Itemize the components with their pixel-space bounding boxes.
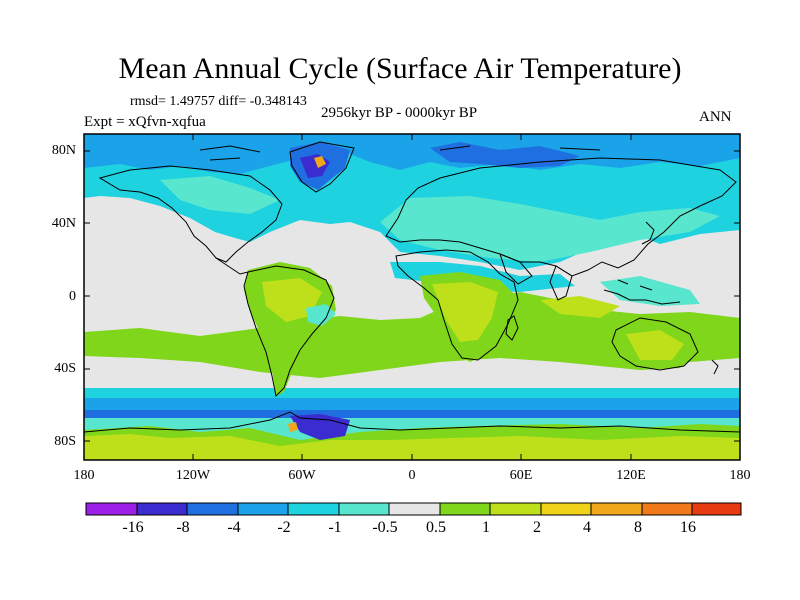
colorbar-box — [389, 503, 440, 515]
coast-arctic-islands — [199, 145, 601, 161]
coast-eurasia — [385, 157, 737, 277]
coast-arabia — [499, 253, 533, 285]
colorbar-label: -8 — [176, 519, 190, 536]
colorbar-box — [137, 503, 187, 515]
colorbar-label: 8 — [634, 519, 642, 536]
colorbar-label: 1 — [482, 519, 490, 536]
coast-japan — [641, 221, 655, 245]
colorbar-label: -2 — [277, 519, 291, 536]
x-tick-label: 120E — [616, 468, 646, 483]
coast-south-america — [243, 265, 335, 398]
colorbar-box — [86, 503, 137, 515]
colorbar-label: 0.5 — [426, 519, 446, 536]
field-so-sky — [84, 398, 740, 412]
coast-antarctica — [84, 411, 740, 433]
coast-central-america — [215, 257, 249, 275]
axis-ticks — [83, 134, 741, 460]
period-line: 2956kyr BP - 0000kyr BP — [321, 105, 478, 121]
colorbar-box — [440, 503, 490, 515]
field-so-blue — [84, 410, 740, 420]
coast-greenland — [289, 141, 355, 193]
field-indo-cyan — [600, 276, 700, 306]
colorbar-box — [591, 503, 642, 515]
x-tick-label: 120W — [175, 468, 211, 483]
colorbar-label: -0.5 — [372, 519, 398, 536]
field-africa-yg — [432, 282, 498, 342]
colorbar-label: 4 — [583, 519, 591, 536]
coast-north-america — [98, 165, 283, 263]
colorbar-box — [541, 503, 591, 515]
colorbar-label: -16 — [122, 519, 144, 536]
colorbar-box — [642, 503, 692, 515]
season-label: ANN — [699, 109, 732, 125]
coast-new-zealand — [711, 359, 719, 375]
colorbar-frame — [85, 502, 742, 516]
colorbar-box — [238, 503, 288, 515]
colorbar-label: -1 — [328, 519, 342, 536]
colorbar-box — [339, 503, 389, 515]
coast-australia — [611, 317, 699, 371]
coast-india — [549, 265, 573, 301]
coastlines — [84, 141, 740, 433]
field-orange-spot — [314, 156, 326, 168]
field-arctic-sky — [84, 134, 740, 174]
x-tick-label: 180 — [73, 468, 95, 483]
field-orange-spot-s — [288, 422, 298, 432]
colorbar — [85, 502, 742, 516]
y-tick-label: 0 — [69, 289, 76, 304]
y-tick-label: 80S — [54, 434, 76, 449]
field-antarctic-yellow — [84, 434, 740, 460]
field-samerica-cyan — [306, 304, 336, 326]
colorbar-label: -4 — [227, 519, 241, 536]
colorbar-label: 2 — [533, 519, 541, 536]
field-cyan-patch — [160, 176, 280, 214]
experiment-line: Expt = xQfvn-xqfua — [84, 114, 206, 130]
colorbar-box — [288, 503, 339, 515]
field-so-cyan — [84, 388, 740, 400]
field-australia-yg — [626, 330, 684, 360]
coast-africa — [395, 249, 519, 361]
x-tick-label: 60W — [288, 468, 316, 483]
x-tick-label: 0 — [408, 468, 416, 483]
colorbar-box — [490, 503, 541, 515]
coast-madagascar — [505, 315, 519, 341]
field-south-yg — [540, 296, 620, 318]
stats-line: rmsd= 1.49757 diff= -0.348143 — [130, 94, 307, 109]
chart-title: Mean Annual Cycle (Surface Air Temperatu… — [118, 52, 682, 85]
field-light-cyan — [380, 196, 720, 262]
field-weddell-dark — [290, 414, 350, 440]
y-tick-label: 40N — [51, 216, 76, 231]
y-tick-label: 40S — [54, 361, 76, 376]
colorbar-label: 16 — [680, 519, 696, 536]
coast-indonesia — [603, 279, 681, 305]
x-tick-label: 180 — [729, 468, 751, 483]
anomaly-field — [84, 134, 740, 460]
x-tick-label: 60E — [509, 468, 533, 483]
y-tick-label: 80N — [51, 143, 76, 158]
colorbar-box — [692, 503, 741, 515]
colorbar-box — [187, 503, 238, 515]
